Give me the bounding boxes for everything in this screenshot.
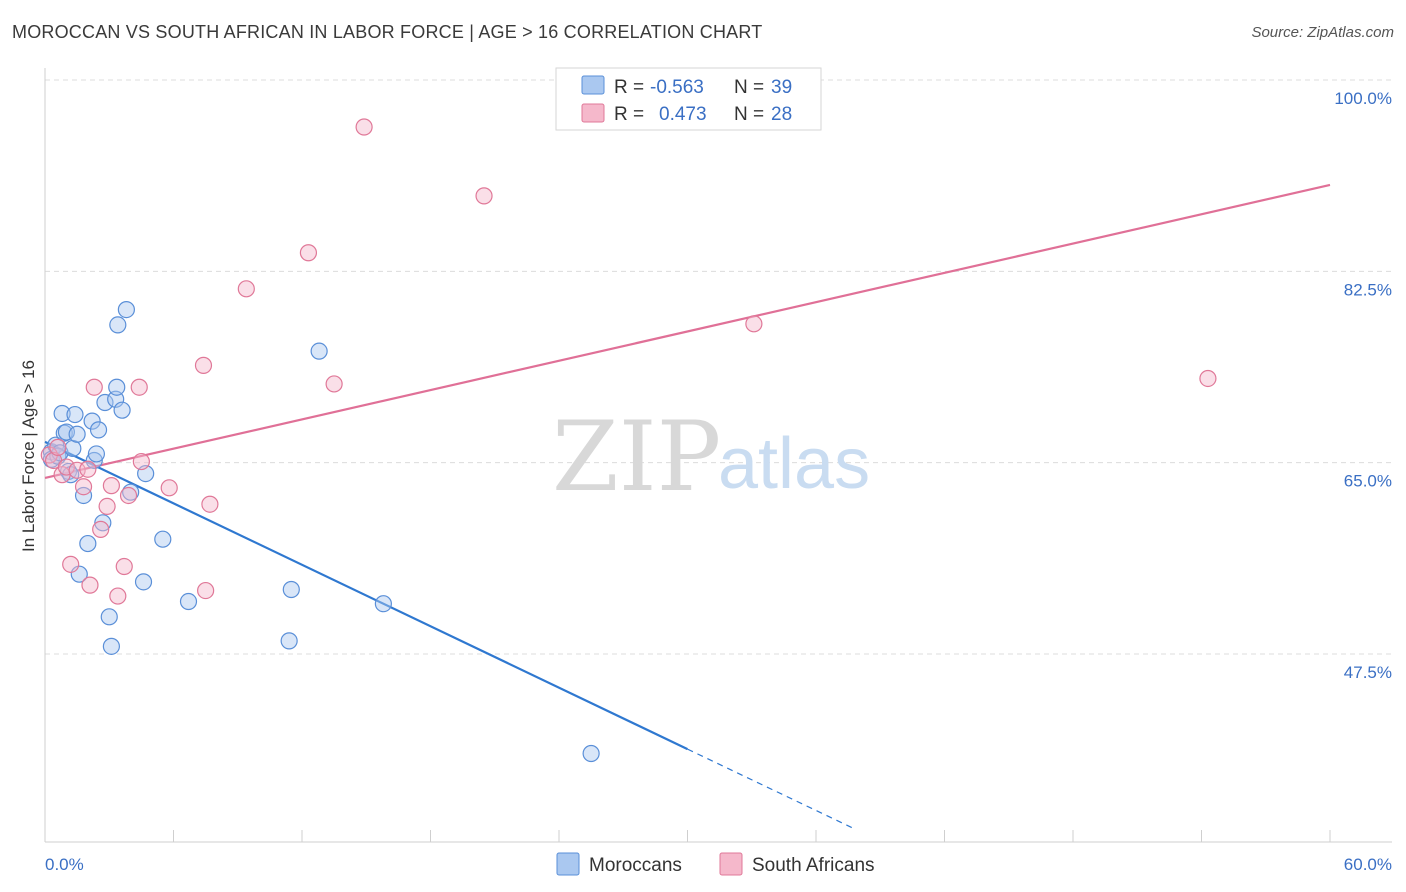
bottom-legend-label-south-africans: South Africans: [752, 855, 875, 876]
bottom-legend-swatch-south-africans: [719, 852, 743, 876]
point-moroccans-27: [113, 401, 131, 419]
point-south-africans-4: [57, 458, 76, 476]
x-tick-label-1: 60.0%: [1344, 855, 1392, 874]
point-south-africans-13: [102, 477, 120, 495]
point-south-africans-9: [81, 576, 99, 594]
point-south-africans-22: [201, 495, 219, 513]
chart-title: MOROCCAN VS SOUTH AFRICAN IN LABOR FORCE…: [12, 22, 763, 42]
point-moroccans-21: [96, 393, 114, 412]
point-south-africans-26: [355, 118, 373, 136]
legend-n-value-south-africans: 28: [771, 104, 792, 125]
point-south-africans-28: [745, 315, 763, 333]
x-tick-labels: 0.0% 60.0%: [45, 855, 1392, 874]
y-tick-labels: 47.5% 65.0% 82.5% 100.0%: [1334, 89, 1392, 682]
point-moroccans-17: [85, 451, 103, 470]
point-south-africans-24: [299, 244, 318, 262]
point-moroccans-16: [83, 412, 101, 430]
y-tick-label-2: 82.5%: [1344, 280, 1392, 299]
point-moroccans-28: [117, 301, 135, 319]
chart-source: Source: ZipAtlas.com: [1251, 24, 1394, 41]
point-south-africans-27: [475, 187, 493, 205]
y-tick-label-1: 65.0%: [1344, 472, 1392, 491]
point-moroccans-18: [87, 445, 106, 463]
point-moroccans-22: [100, 608, 118, 626]
point-moroccans-32: [154, 530, 172, 548]
trendline-moroccans: [44, 440, 688, 751]
point-south-africans-10: [85, 378, 103, 396]
point-south-africans-29: [1199, 369, 1217, 388]
legend-n-label-moroccans: N =: [734, 77, 764, 98]
legend-r-label-south-africans: R =: [614, 104, 644, 125]
point-moroccans-38: [582, 744, 600, 763]
point-moroccans-19: [89, 421, 108, 439]
point-south-africans-12: [98, 497, 116, 515]
point-south-africans-5: [62, 555, 80, 573]
legend-swatch-south-africans: [581, 103, 605, 123]
point-moroccans-23: [102, 637, 120, 655]
point-moroccans-14: [74, 486, 93, 505]
y-tick-label-3: 100.0%: [1334, 89, 1392, 108]
point-moroccans-5: [53, 404, 71, 423]
trend-layer: [44, 183, 1331, 829]
legend-swatch-moroccans: [581, 75, 605, 95]
point-moroccans-34: [280, 632, 298, 650]
legend-r-value-moroccans: -0.563: [650, 77, 704, 98]
x-tick-label-0: 0.0%: [45, 855, 84, 874]
trendline-south-africans: [44, 183, 1331, 480]
point-south-africans-20: [197, 581, 215, 600]
point-south-africans-2: [49, 438, 67, 456]
point-moroccans-33: [179, 592, 198, 611]
legend-n-value-moroccans: 39: [771, 77, 792, 98]
y-axis-title: In Labor Force | Age > 16: [19, 360, 38, 552]
bottom-legend-label-moroccans: Moroccans: [589, 855, 682, 876]
point-moroccans-37: [374, 595, 392, 613]
point-moroccans-36: [310, 342, 328, 360]
point-south-africans-23: [237, 280, 255, 298]
bottom-legend: Moroccans South Africans: [556, 852, 875, 876]
point-moroccans-11: [66, 405, 84, 424]
legend: R = -0.563 N = 39 R = 0.473 N = 28: [555, 67, 822, 131]
point-south-africans-21: [194, 356, 213, 374]
legend-r-value-south-africans: 0.473: [659, 104, 707, 125]
point-south-africans-19: [160, 479, 178, 497]
point-moroccans-20: [94, 514, 112, 532]
points-layer: [40, 118, 1217, 763]
point-moroccans-35: [282, 580, 300, 599]
point-moroccans-10: [64, 439, 82, 458]
point-south-africans-14: [109, 587, 127, 605]
trendline-moroccans-extension: [687, 748, 853, 829]
y-tick-label-0: 47.5%: [1344, 663, 1392, 682]
grid-layer: [45, 79, 1392, 655]
point-south-africans-7: [74, 478, 93, 496]
point-moroccans-26: [109, 316, 127, 334]
legend-n-label-south-africans: N =: [734, 104, 764, 125]
point-moroccans-25: [108, 378, 126, 396]
point-moroccans-7: [57, 423, 76, 441]
watermark-atlas: atlas: [718, 424, 870, 504]
legend-r-label-moroccans: R =: [614, 77, 644, 98]
point-south-africans-15: [115, 557, 133, 576]
point-south-africans-8: [79, 460, 97, 478]
point-moroccans-30: [134, 573, 153, 591]
point-south-africans-25: [325, 375, 343, 393]
point-south-africans-16: [119, 486, 138, 505]
watermark: ZIP atlas: [552, 401, 870, 513]
point-south-africans-17: [132, 452, 150, 471]
point-south-africans-11: [92, 520, 110, 538]
point-south-africans-18: [130, 378, 148, 396]
point-moroccans-12: [68, 425, 86, 443]
watermark-zip: ZIP: [552, 401, 721, 513]
point-moroccans-15: [79, 534, 97, 553]
bottom-legend-swatch-moroccans: [556, 852, 580, 876]
